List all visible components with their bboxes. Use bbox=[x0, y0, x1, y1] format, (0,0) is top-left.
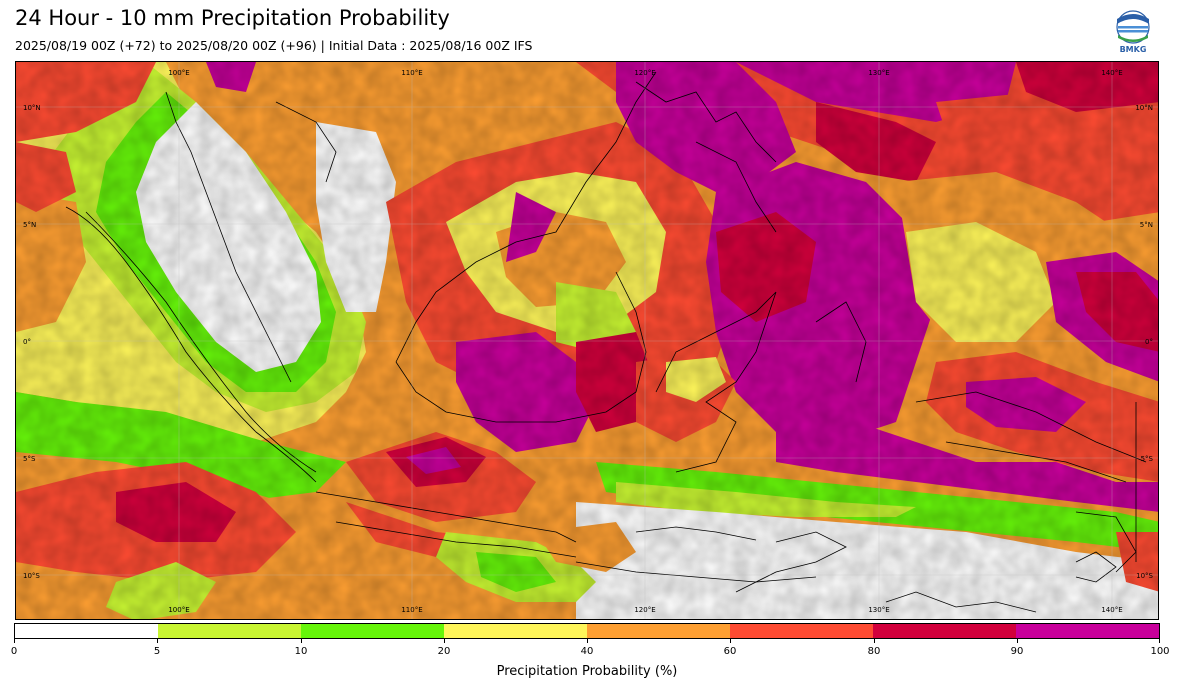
colorbar-label: Precipitation Probability (%) bbox=[496, 664, 678, 679]
colorbar-ticks: 0 5 10 20 40 60 80 90 100 bbox=[10, 639, 1170, 659]
lon-labels-bottom: 100°E 110°E 120°E 130°E 140°E bbox=[168, 606, 1122, 614]
colorbar bbox=[14, 623, 1160, 639]
colorbar-segment bbox=[587, 624, 730, 638]
lon-label: 140°E bbox=[1101, 606, 1122, 614]
lon-label: 140°E bbox=[1101, 69, 1122, 77]
colorbar-tick bbox=[587, 639, 588, 643]
colorbar-tick-label: 80 bbox=[867, 646, 881, 657]
bmkg-logo: BMKG bbox=[1115, 10, 1151, 56]
chart-subtitle: 2025/08/19 00Z (+72) to 2025/08/20 00Z (… bbox=[15, 38, 533, 53]
lon-label: 110°E bbox=[401, 606, 422, 614]
colorbar-segment bbox=[158, 624, 301, 638]
colorbar-tick-label: 20 bbox=[437, 646, 451, 657]
colorbar-segment bbox=[1016, 624, 1159, 638]
lon-label: 100°E bbox=[168, 69, 189, 77]
colorbar-tick bbox=[874, 639, 875, 643]
colorbar-tick-label: 60 bbox=[723, 646, 737, 657]
svg-text:BMKG: BMKG bbox=[1120, 45, 1147, 54]
colorbar-segment bbox=[873, 624, 1016, 638]
colorbar-tick-label: 100 bbox=[1150, 646, 1170, 657]
lon-label: 120°E bbox=[634, 606, 655, 614]
lat-label: 10°N bbox=[23, 104, 41, 112]
colorbar-tick-label: 90 bbox=[1010, 646, 1024, 657]
lat-labels-left: 10°N 5°N 0° 5°S 10°S bbox=[23, 104, 41, 580]
colorbar-segment bbox=[15, 624, 158, 638]
lat-label: 10°N bbox=[1135, 104, 1153, 112]
lat-label: 5°S bbox=[1141, 455, 1154, 463]
colorbar-tick bbox=[157, 639, 158, 643]
lon-label: 120°E bbox=[634, 69, 655, 77]
lat-label: 5°N bbox=[1140, 221, 1153, 229]
lat-label: 5°S bbox=[23, 455, 36, 463]
colorbar-tick-label: 10 bbox=[294, 646, 308, 657]
lon-label: 130°E bbox=[868, 69, 889, 77]
lat-label: 0° bbox=[23, 338, 31, 346]
lon-label: 130°E bbox=[868, 606, 889, 614]
colorbar-tick-label: 5 bbox=[153, 646, 161, 657]
lat-label: 5°N bbox=[23, 221, 36, 229]
colorbar-segment bbox=[730, 624, 873, 638]
colorbar-tick bbox=[14, 639, 15, 643]
lat-label: 0° bbox=[1145, 338, 1153, 346]
colorbar-segment bbox=[444, 624, 587, 638]
colorbar-tick bbox=[301, 639, 302, 643]
lat-label: 10°S bbox=[23, 572, 40, 580]
colorbar-tick bbox=[1159, 639, 1160, 643]
lon-label: 110°E bbox=[401, 69, 422, 77]
chart-title: 24 Hour - 10 mm Precipitation Probabilit… bbox=[15, 6, 450, 30]
lon-labels-top: 100°E 110°E 120°E 130°E 140°E bbox=[168, 69, 1122, 77]
colorbar-tick bbox=[730, 639, 731, 643]
colorbar-segment bbox=[301, 624, 444, 638]
precipitation-map: 100°E 110°E 120°E 130°E 140°E 100°E 110°… bbox=[15, 61, 1159, 620]
colorbar-tick bbox=[444, 639, 445, 643]
lat-labels-right: 10°N 5°N 0° 5°S 10°S bbox=[1135, 104, 1153, 580]
colorbar-tick-label: 40 bbox=[580, 646, 594, 657]
colorbar-tick bbox=[1017, 639, 1018, 643]
colorbar-tick-label: 0 bbox=[10, 646, 18, 657]
lat-label: 10°S bbox=[1136, 572, 1153, 580]
lon-label: 100°E bbox=[168, 606, 189, 614]
